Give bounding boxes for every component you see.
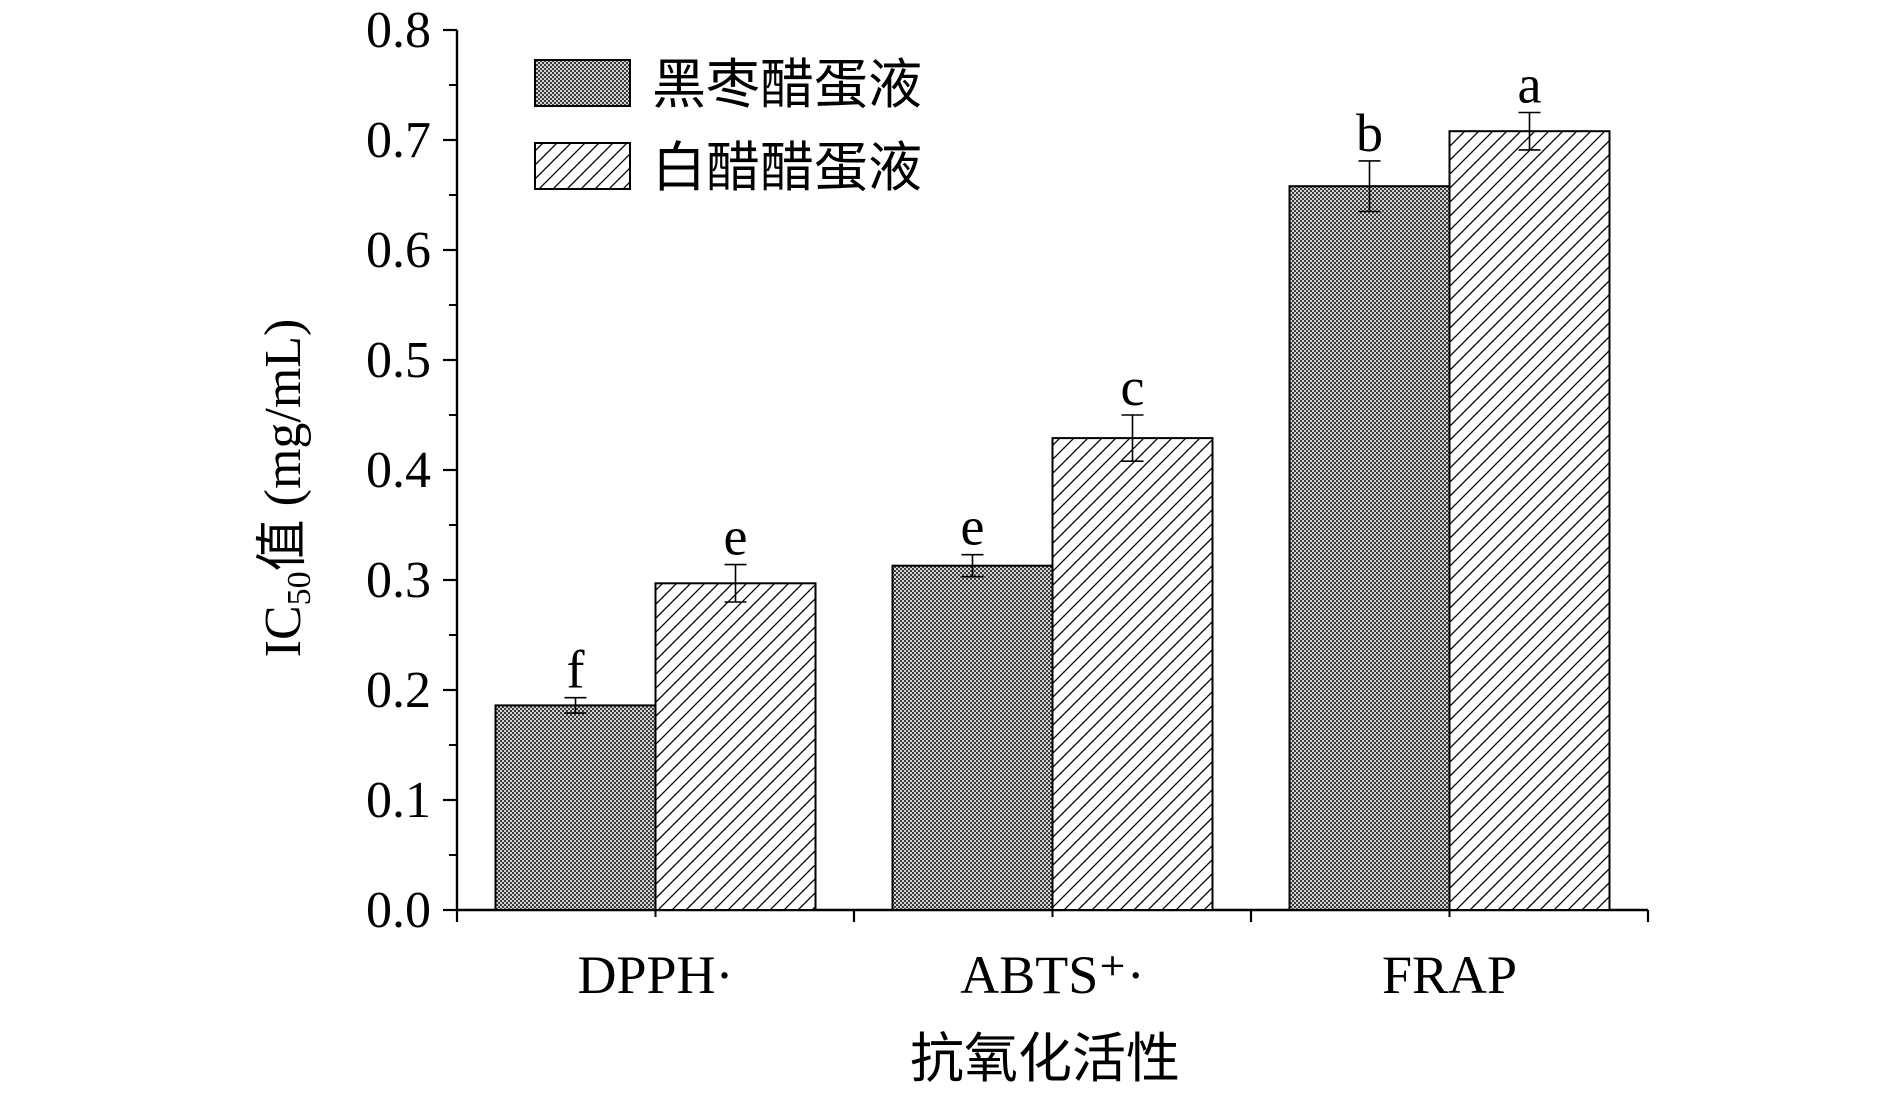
x-tick-label: DPPH·	[577, 945, 733, 1005]
x-ticks: DPPH· ABTS⁺· FRAP	[455, 910, 1650, 1005]
y-tick-label: 0.3	[366, 552, 431, 609]
error-bars	[564, 111, 1541, 714]
significance-labels: f e b e c a	[567, 55, 1542, 700]
bar	[1288, 185, 1451, 911]
y-ticks: 0.0 0.1 0.2 0.3 0.4 0.5 0.6 0.7 0.8	[366, 2, 457, 939]
legend-label-series-1: 黑枣醋蛋液	[652, 55, 922, 115]
legend: 黑枣醋蛋液 白醋醋蛋液	[534, 55, 922, 198]
y-axis-title-subscript: 50	[281, 571, 318, 605]
legend-item-series-2: 白醋醋蛋液	[534, 138, 922, 198]
bar	[494, 704, 657, 912]
y-tick-label: 0.0	[366, 882, 431, 939]
legend-label-series-2: 白醋醋蛋液	[652, 138, 922, 198]
y-axis-title-suffix: 值 (mg/mL)	[255, 319, 312, 572]
bar	[891, 564, 1054, 911]
y-tick-label: 0.5	[366, 332, 431, 389]
significance-label: e	[961, 497, 985, 557]
significance-label: a	[1518, 55, 1542, 115]
significance-label: c	[1121, 357, 1145, 417]
x-axis-title: 抗氧化活性	[910, 1029, 1180, 1089]
bar	[1051, 437, 1214, 911]
legend-swatch-series-2	[534, 142, 631, 190]
y-axis-title: IC50值 (mg/mL)	[255, 319, 318, 658]
y-axis-title-prefix: IC	[255, 605, 312, 657]
y-tick-label: 0.2	[366, 662, 431, 719]
significance-label: e	[724, 507, 748, 567]
legend-item-series-1: 黑枣醋蛋液	[534, 55, 922, 115]
y-tick-label: 0.8	[366, 2, 431, 59]
legend-swatch-series-1	[534, 59, 631, 107]
y-tick-label: 0.1	[366, 772, 431, 829]
bars	[494, 130, 1611, 912]
bar	[1448, 130, 1611, 911]
bar	[654, 582, 817, 911]
y-tick-label: 0.6	[366, 222, 431, 279]
x-tick-label: FRAP	[1382, 945, 1517, 1005]
significance-label: b	[1356, 103, 1383, 163]
y-tick-label: 0.4	[366, 442, 431, 499]
x-tick-label: ABTS⁺·	[960, 945, 1145, 1005]
significance-label: f	[567, 640, 585, 700]
y-tick-label: 0.7	[366, 112, 431, 169]
